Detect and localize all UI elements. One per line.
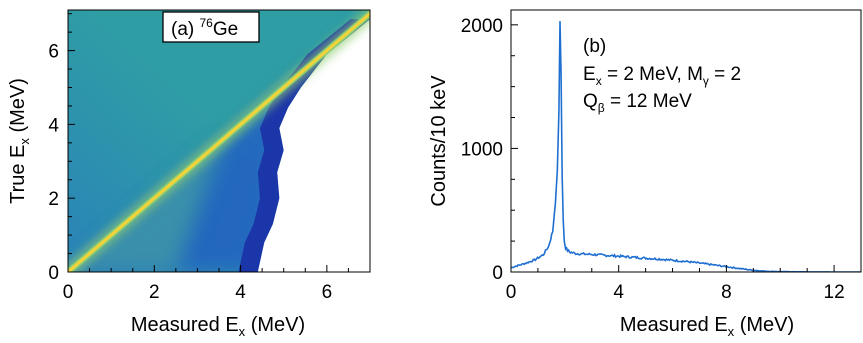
panel-a-x-tick-label: 0 [63,282,74,303]
panel-a: 0 2 4 6 0 2 4 6 (a) 76Ge Measured Ex (MeV) True… [7,9,371,339]
panel-b-x-tick-label: 4 [613,282,624,303]
heatmap-empty-region [257,19,370,272]
panel-a-y-tick-label: 2 [48,189,59,210]
panel-b: 0 4 8 12 0 1000 2000 (b) Ex = 2 MeV, Mγ = 2 Qβ… [428,9,862,339]
panel-b-y-tick-label: 1000 [461,139,503,160]
panel-b-y-tick-label: 2000 [461,16,503,37]
panel-a-x-tick-label: 2 [149,282,160,303]
heatmap-plot-area [68,10,370,272]
panel-b-y-tick-label: 0 [492,263,503,284]
panel-a-y-tick-label: 4 [48,115,59,136]
panel-a-title: (a) 76Ge [171,16,238,40]
panel-b-axes: 0 4 8 12 0 1000 2000 [461,16,862,303]
panel-a-axes: 0 2 4 6 0 2 4 6 [48,13,371,303]
panel-a-y-axis-label: True Ex (MeV) [7,78,32,204]
panel-b-annotation-1: Ex = 2 MeV, Mγ = 2 [583,64,741,88]
panel-b-annotation-2: Qβ = 12 MeV [583,91,692,115]
panel-b-x-tick-label: 0 [506,282,517,303]
panel-a-x-tick-label: 4 [235,282,246,303]
spectrum-plot-area [511,21,861,272]
heatmap-diagonal-band-core [68,11,370,272]
panel-b-y-axis-label: Counts/10 keV [428,75,450,207]
panel-a-title-box: (a) 76Ge [162,11,260,43]
spectrum-series-line [511,21,861,272]
panel-b-title: (b) [583,36,606,57]
panel-b-x-axis-label: Measured Ex (MeV) [620,314,794,339]
title-box-frame [162,11,260,43]
panel-a-x-axis-label: Measured Ex (MeV) [131,314,305,339]
panel-a-y-tick-label: 6 [48,42,59,63]
panel-a-x-tick-label: 6 [322,282,333,303]
panel-b-x-tick-label: 12 [824,282,845,303]
heatmap-cutoff-edge [238,19,370,272]
panel-b-frame [510,9,862,273]
panel-b-x-tick-label: 8 [721,282,732,303]
panel-a-y-tick-label: 0 [48,263,59,284]
